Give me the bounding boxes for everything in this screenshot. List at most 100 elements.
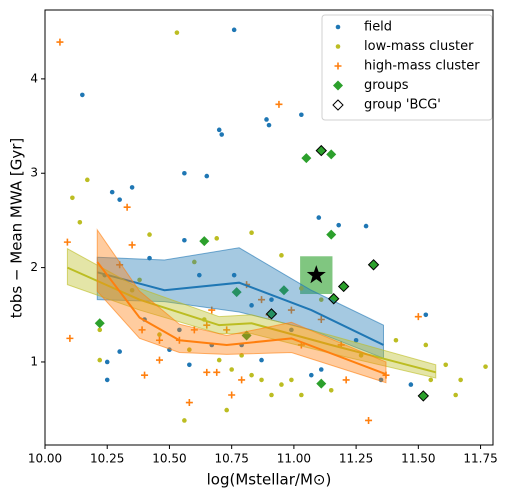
point bbox=[299, 112, 304, 118]
point bbox=[85, 177, 90, 183]
point bbox=[414, 313, 422, 321]
point bbox=[182, 418, 187, 423]
point bbox=[219, 132, 225, 137]
x-label: log(Mstellar/M⊙) bbox=[207, 471, 332, 489]
x-tick-label: 10.50 bbox=[152, 452, 186, 466]
x-tick-label: 11.25 bbox=[339, 452, 373, 466]
point bbox=[66, 334, 74, 342]
trend-line bbox=[96, 261, 387, 376]
point bbox=[123, 203, 131, 211]
x-tick-label: 10.75 bbox=[214, 452, 248, 466]
point bbox=[316, 145, 327, 156]
x-tick-label: 11.75 bbox=[463, 452, 497, 466]
y-label: tobs − Mean MWA [Gyr] bbox=[8, 138, 26, 319]
point bbox=[214, 236, 220, 241]
point bbox=[185, 399, 193, 407]
legend-marker bbox=[333, 80, 343, 91]
point bbox=[368, 259, 379, 270]
point bbox=[224, 407, 229, 413]
point bbox=[231, 272, 237, 278]
point bbox=[204, 173, 210, 179]
point bbox=[316, 215, 322, 220]
point bbox=[192, 259, 197, 265]
legend-marker bbox=[332, 99, 344, 111]
point bbox=[299, 286, 304, 291]
point bbox=[269, 392, 274, 398]
x-tick-label: 11.50 bbox=[401, 452, 435, 466]
point bbox=[367, 259, 380, 271]
point bbox=[238, 376, 246, 384]
point bbox=[182, 237, 187, 243]
point bbox=[223, 326, 231, 334]
point bbox=[337, 280, 350, 293]
point bbox=[241, 330, 252, 341]
point bbox=[231, 287, 242, 298]
point bbox=[157, 332, 162, 337]
legend-marker bbox=[335, 24, 341, 30]
point bbox=[94, 318, 105, 329]
legend-marker bbox=[334, 62, 342, 70]
point bbox=[336, 222, 341, 228]
point bbox=[174, 30, 180, 35]
legend-marker bbox=[335, 44, 341, 49]
point bbox=[265, 308, 278, 320]
point bbox=[147, 232, 152, 237]
point bbox=[177, 327, 182, 333]
legend-label: groups bbox=[364, 78, 409, 93]
point bbox=[315, 144, 327, 157]
point bbox=[326, 149, 337, 160]
point bbox=[258, 296, 266, 304]
point bbox=[216, 127, 222, 133]
point bbox=[443, 362, 449, 368]
point bbox=[104, 377, 110, 383]
point bbox=[458, 377, 463, 383]
point bbox=[97, 357, 103, 363]
trend-line bbox=[97, 271, 384, 346]
point bbox=[317, 316, 325, 324]
point bbox=[197, 272, 202, 278]
point bbox=[117, 349, 122, 354]
point bbox=[249, 372, 254, 378]
point bbox=[353, 337, 359, 343]
point bbox=[279, 382, 284, 387]
point bbox=[326, 229, 337, 240]
point bbox=[129, 185, 135, 190]
point bbox=[155, 336, 163, 344]
y-tick-label: 3 bbox=[30, 166, 38, 180]
point bbox=[249, 230, 254, 235]
point bbox=[269, 297, 274, 302]
point bbox=[365, 416, 373, 424]
point bbox=[259, 357, 264, 363]
point bbox=[358, 353, 364, 358]
point bbox=[97, 327, 103, 333]
point bbox=[289, 327, 294, 333]
point bbox=[231, 27, 237, 33]
point bbox=[138, 326, 146, 334]
point bbox=[408, 382, 414, 387]
point bbox=[338, 281, 349, 292]
point bbox=[393, 337, 399, 343]
point bbox=[229, 367, 234, 372]
point bbox=[109, 189, 115, 195]
x-tick-label: 11.00 bbox=[277, 452, 311, 466]
band bbox=[96, 228, 387, 384]
point bbox=[363, 223, 369, 229]
y-tick-label: 4 bbox=[30, 71, 38, 85]
legend-label: high-mass cluster bbox=[364, 59, 480, 74]
point bbox=[63, 238, 71, 246]
point bbox=[203, 368, 211, 376]
plot bbox=[56, 27, 488, 424]
point bbox=[328, 387, 334, 393]
point bbox=[228, 391, 236, 399]
frame bbox=[44, 9, 494, 446]
point bbox=[483, 364, 488, 369]
point bbox=[56, 38, 64, 46]
point bbox=[275, 100, 283, 108]
point bbox=[453, 392, 458, 398]
point bbox=[199, 236, 210, 247]
band bbox=[66, 247, 437, 379]
point bbox=[316, 378, 327, 389]
legend-label: low-mass cluster bbox=[364, 39, 474, 54]
